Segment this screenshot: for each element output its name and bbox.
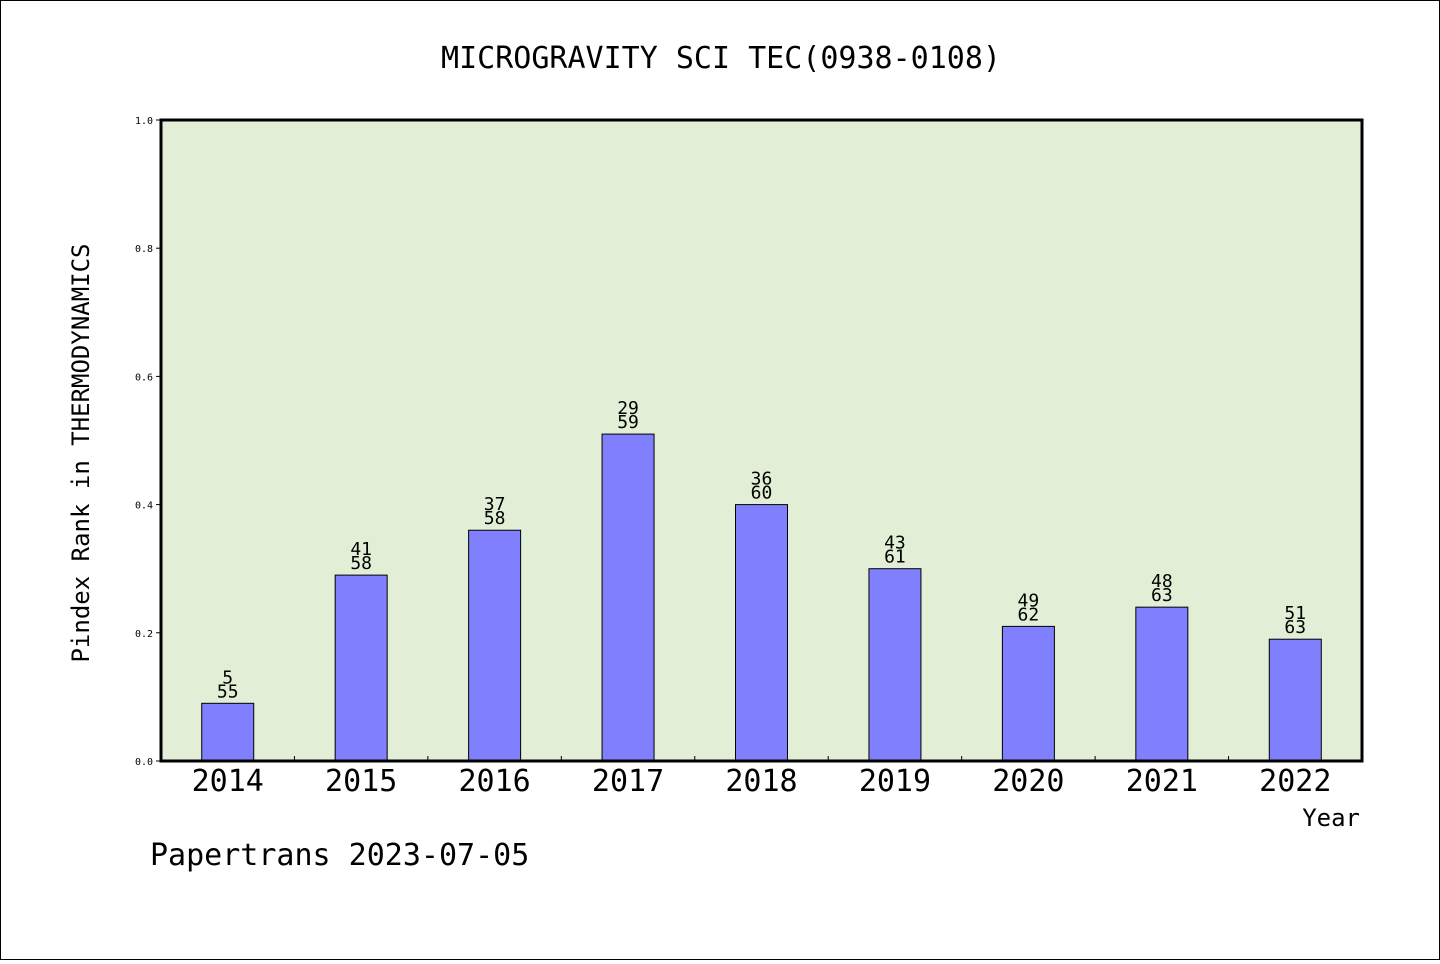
y-tick-label: 0.2	[135, 629, 153, 640]
y-axis: 0.0 0.2 0.4 0.6 0.8 1.0	[135, 116, 161, 768]
y-tick-label: 0.4	[135, 501, 153, 512]
bar-rank-label: 5	[222, 667, 233, 688]
x-tick-label: 2017	[592, 764, 664, 799]
x-tick-label: 2018	[725, 764, 797, 799]
bar-total-label: 63	[1151, 585, 1173, 606]
x-axis-label: Year	[1302, 804, 1360, 832]
y-tick-label: 1.0	[135, 116, 153, 127]
y-tick-label: 0.0	[135, 757, 153, 768]
x-tick-label: 2016	[458, 764, 530, 799]
bar-total-label: 63	[1284, 617, 1306, 638]
bar	[468, 529, 522, 762]
bar-rank-label: 43	[884, 533, 906, 554]
bar-rank-label: 36	[751, 469, 773, 490]
x-tick-label: 2019	[859, 764, 931, 799]
bar	[1001, 625, 1055, 762]
y-tick-label: 0.8	[135, 244, 153, 255]
x-axis: 2014 2015 2016 2017 2018 2019 2020 2021 2022	[192, 756, 1331, 799]
bar-rank-label: 29	[617, 398, 639, 419]
bar-total-label: 61	[884, 547, 906, 568]
bar-total-label: 58	[484, 508, 506, 529]
x-tick-label: 2015	[325, 764, 397, 799]
x-tick-label: 2014	[192, 764, 264, 799]
bar-total-label: 55	[217, 681, 239, 702]
bar-rank-label: 49	[1018, 590, 1040, 611]
bar-total-label: 62	[1018, 604, 1040, 625]
y-axis-label: Pindex Rank in THERMODYNAMICS	[67, 243, 95, 662]
footer-credit: Papertrans 2023-07-05	[150, 838, 529, 873]
bar	[1268, 638, 1322, 762]
x-tick-label: 2021	[1126, 764, 1198, 799]
y-tick-label: 0.6	[135, 372, 153, 383]
x-tick-label: 2020	[992, 764, 1064, 799]
bar-rank-label: 37	[484, 494, 506, 515]
x-tick-label: 2022	[1259, 764, 1331, 799]
bar	[601, 433, 655, 762]
bar	[201, 702, 255, 762]
bar-total-label: 59	[617, 412, 639, 433]
bar-total-label: 58	[350, 553, 372, 574]
bar	[868, 568, 922, 762]
bar-total-label: 60	[751, 483, 773, 504]
chart-title: MICROGRAVITY SCI TEC(0938-0108)	[441, 41, 1001, 76]
bar	[334, 574, 388, 762]
bar-rank-label: 48	[1151, 571, 1173, 592]
bar-rank-label: 51	[1284, 603, 1306, 624]
plot-border	[159, 118, 1364, 763]
bar	[735, 504, 788, 762]
bar-rank-label: 41	[350, 539, 372, 560]
bar	[1135, 606, 1189, 762]
